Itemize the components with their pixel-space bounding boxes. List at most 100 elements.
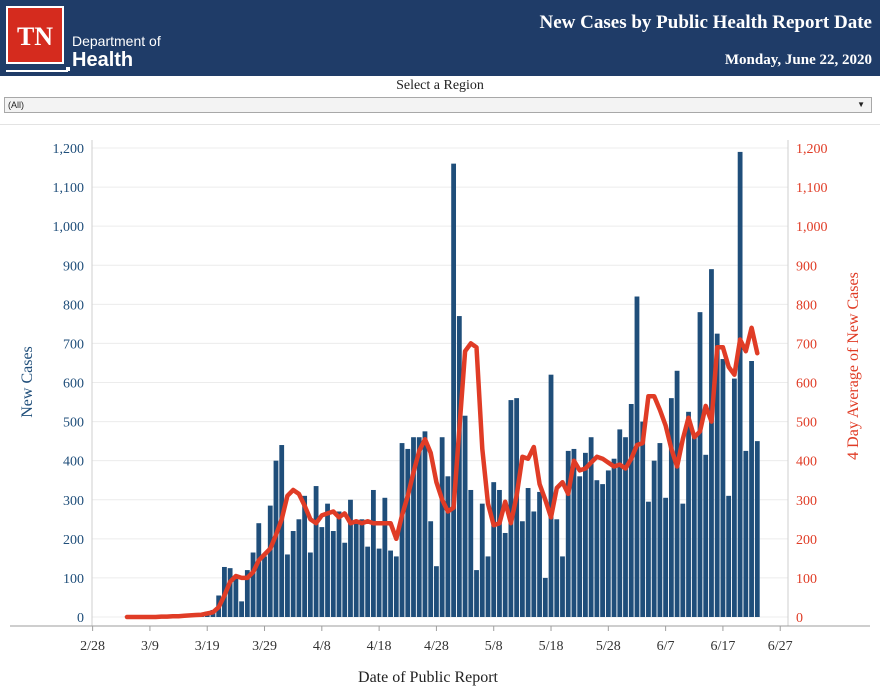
x-axis-title: Date of Public Report	[358, 669, 499, 686]
logo-dot	[66, 67, 70, 71]
bar	[640, 421, 646, 617]
y2-tick-label: 1,100	[796, 181, 828, 196]
bar	[302, 495, 308, 617]
bar	[434, 566, 439, 617]
x-tick-label: 3/19	[195, 639, 220, 654]
bar	[634, 296, 640, 617]
bar	[519, 521, 525, 617]
bar	[250, 552, 256, 617]
region-select[interactable]: (All) ▼	[4, 97, 872, 113]
y2-tick-label: 200	[796, 533, 817, 548]
x-tick-label: 5/8	[485, 639, 503, 654]
x-tick-label: 3/9	[141, 639, 159, 654]
x-tick-label: 5/18	[539, 639, 564, 654]
bar	[611, 458, 617, 617]
bar	[388, 550, 393, 617]
bar	[256, 523, 262, 617]
bar	[439, 437, 445, 617]
page-title: New Cases by Public Health Report Date	[539, 12, 872, 33]
bar	[290, 531, 296, 617]
bar	[479, 503, 485, 617]
y-tick-label: 1,000	[53, 220, 85, 235]
bar	[531, 511, 537, 617]
bar	[307, 552, 313, 617]
y2-tick-label: 800	[796, 298, 817, 313]
bar	[749, 361, 754, 617]
x-tick-label: 6/17	[710, 639, 735, 654]
bar	[296, 519, 302, 617]
bar	[583, 452, 588, 617]
bar	[525, 488, 531, 617]
bar	[319, 527, 325, 617]
bar	[456, 316, 462, 617]
bar	[428, 521, 434, 617]
bar	[359, 519, 365, 617]
bar	[393, 556, 399, 617]
bar	[279, 445, 285, 617]
bar	[560, 556, 565, 617]
logo-department-text: Department of	[72, 33, 161, 49]
bar	[623, 437, 628, 617]
logo-health-text: Health	[72, 49, 134, 71]
bar	[600, 484, 605, 617]
y2-axis-title: 4 Day Average of New Cases	[845, 272, 862, 460]
y-tick-label: 800	[63, 298, 84, 313]
bar	[325, 503, 330, 617]
bar	[462, 415, 468, 617]
bar	[313, 486, 319, 617]
bar	[227, 568, 233, 617]
report-date: Monday, June 22, 2020	[724, 52, 872, 68]
bar	[588, 437, 594, 617]
region-filter-label: Select a Region	[396, 78, 484, 93]
y-tick-label: 500	[63, 416, 84, 431]
bar	[399, 443, 405, 617]
bar	[342, 542, 348, 617]
tn-logo: TN	[6, 6, 64, 64]
bar	[411, 437, 416, 617]
cases-chart: 0 0 100 100 200 200 300 300 400 400 500 500 600 600 70…	[10, 140, 870, 686]
bar	[497, 489, 502, 617]
average-line	[124, 325, 760, 620]
y-tick-label: 100	[63, 572, 84, 587]
header-banner: TN Department of Health New Cases by Pub…	[0, 0, 880, 76]
y2-tick-label: 300	[796, 494, 817, 509]
y-tick-label: 0	[77, 611, 84, 626]
bar	[542, 577, 548, 617]
bar	[365, 546, 371, 617]
y-tick-label: 1,100	[53, 181, 85, 196]
x-tick-label: 4/28	[424, 639, 449, 654]
chevron-down-icon[interactable]: ▼	[857, 100, 865, 109]
bar	[754, 441, 760, 617]
bar	[348, 499, 353, 617]
y-tick-label: 300	[63, 494, 84, 509]
y-tick-label: 400	[63, 455, 84, 470]
y2-tick-label: 600	[796, 377, 817, 392]
bar	[726, 495, 732, 617]
bar	[233, 575, 239, 617]
bar	[468, 489, 474, 617]
bar	[709, 269, 714, 617]
bar	[691, 433, 697, 617]
bar	[491, 482, 497, 617]
x-tick-label: 4/8	[313, 639, 331, 654]
bar	[330, 531, 336, 617]
x-tick-label: 5/28	[596, 639, 621, 654]
bar	[537, 491, 542, 617]
bar	[244, 570, 250, 617]
logo-underline	[6, 70, 68, 72]
bar	[548, 374, 554, 617]
bar	[451, 163, 457, 617]
bar	[422, 431, 428, 617]
y2-tick-label: 0	[796, 611, 803, 626]
x-tick-label: 6/27	[768, 639, 793, 654]
bar	[668, 398, 674, 617]
y2-tick-label: 700	[796, 337, 817, 352]
bar	[577, 476, 583, 617]
y-tick-label: 1,200	[53, 142, 85, 157]
bar	[646, 501, 651, 617]
bar	[703, 454, 709, 617]
bar	[617, 429, 623, 617]
x-tick-label: 3/29	[252, 639, 277, 654]
bar	[720, 359, 726, 617]
bar	[405, 448, 411, 617]
